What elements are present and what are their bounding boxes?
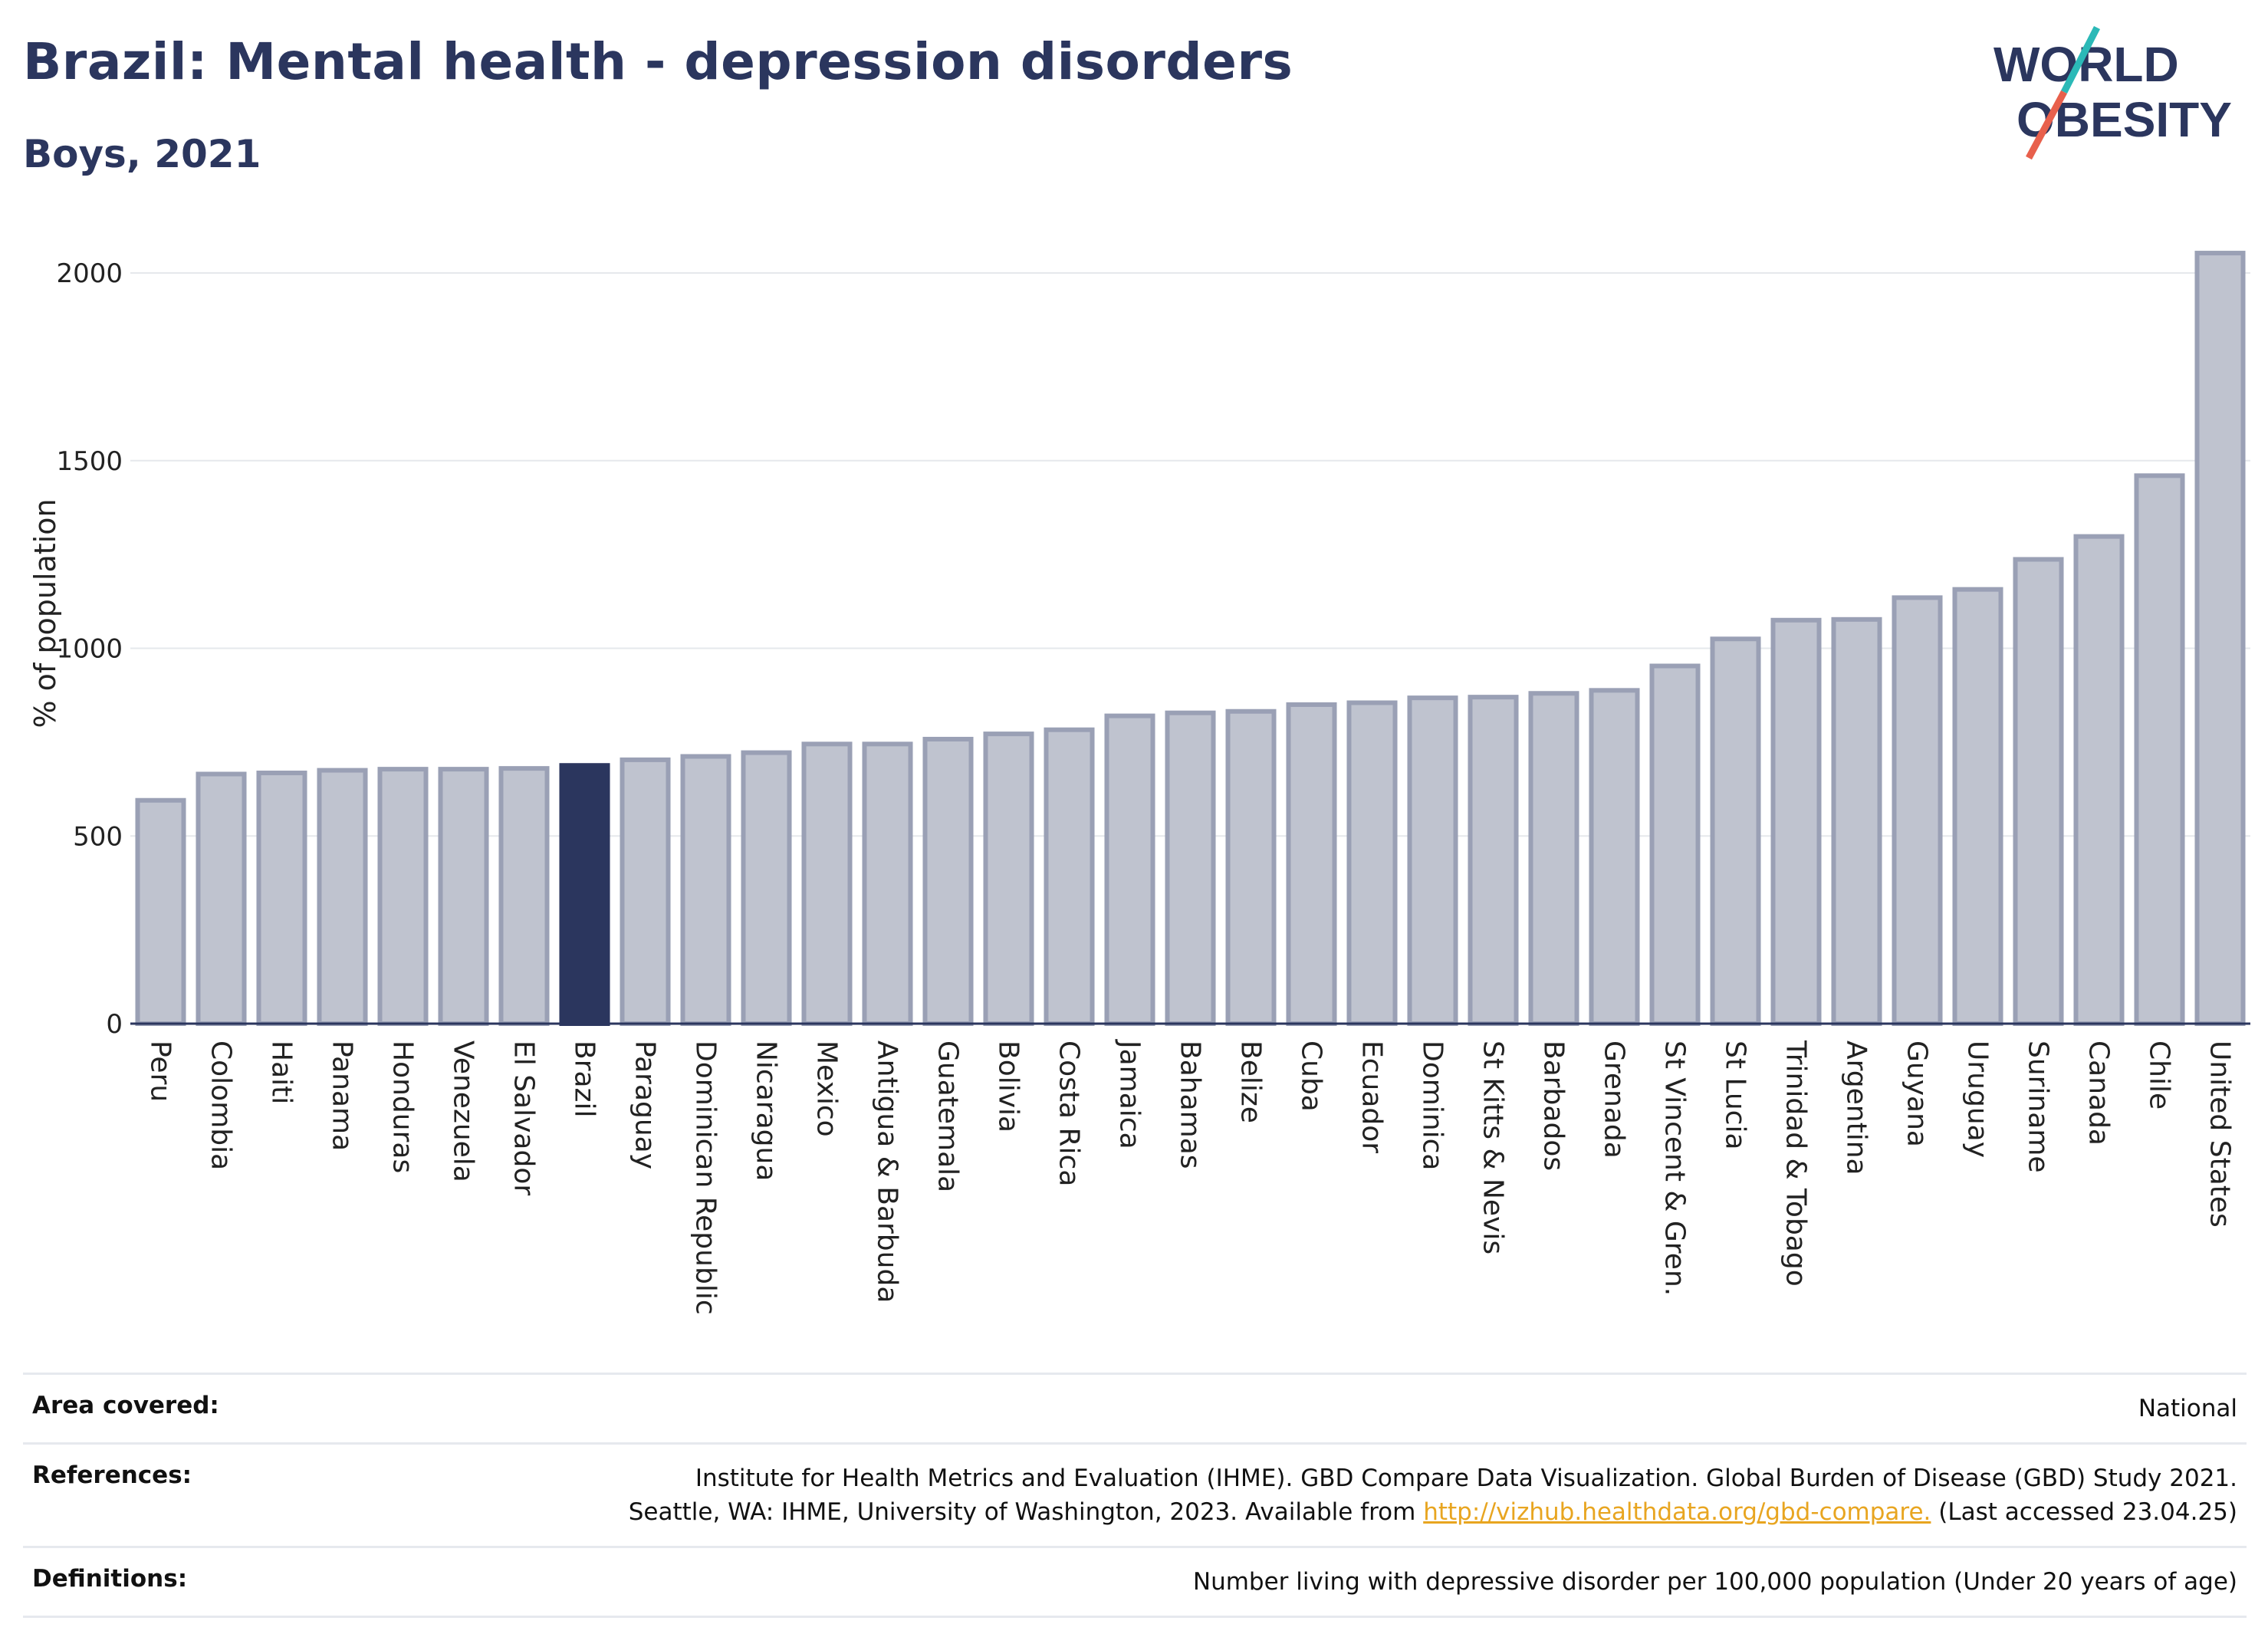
bar: [862, 741, 913, 1026]
bar: [438, 767, 489, 1027]
y-tick-label: 1500: [56, 446, 123, 477]
bar-chart: 0 500 1000 1500 2000 % of population Peru Colom…: [28, 251, 2250, 1315]
x-tick-label: El Salvador: [508, 1041, 540, 1195]
x-tick-label: Ecuador: [1356, 1041, 1388, 1153]
page-subtitle: Boys, 2021: [23, 132, 261, 176]
x-tick-label: St Vincent & Gren.: [1659, 1041, 1691, 1296]
x-tick-label: Bahamas: [1175, 1041, 1206, 1169]
references-line2-pre: Seattle, WA: IHME, University of Washing…: [628, 1498, 1424, 1526]
x-tick-label: Suriname: [2023, 1041, 2054, 1173]
bar: [2073, 534, 2125, 1026]
x-tick-label: Bolivia: [993, 1041, 1024, 1133]
bar: [196, 771, 247, 1026]
x-tick-label: Cuba: [1296, 1041, 1327, 1112]
area-value: National: [2138, 1395, 2237, 1422]
bar: [922, 736, 974, 1026]
x-tick-label: Costa Rica: [1053, 1041, 1085, 1186]
x-tick-label: Guatemala: [932, 1041, 964, 1192]
x-tick-label: St Lucia: [1720, 1041, 1751, 1150]
x-tick-label: Panama: [327, 1041, 358, 1151]
x-tick-label: Chile: [2144, 1041, 2175, 1110]
bar: [1104, 713, 1155, 1026]
references-link[interactable]: http://vizhub.healthdata.org/gbd-compare…: [1423, 1498, 1931, 1526]
bar: [2194, 251, 2246, 1026]
bar: [1589, 688, 1640, 1026]
x-tick-label: Uruguay: [1962, 1041, 1994, 1158]
bar: [801, 741, 853, 1026]
bar: [1286, 702, 1337, 1026]
bar: [1710, 636, 1761, 1026]
y-tick-label: 0: [106, 1009, 123, 1040]
bar: [1407, 695, 1458, 1026]
bar: [620, 757, 671, 1026]
x-tick-label: Mexico: [811, 1041, 843, 1137]
bar: [2134, 473, 2185, 1026]
x-tick-label: Venezuela: [448, 1041, 479, 1182]
bar: [317, 768, 368, 1027]
x-tick-label: Nicaragua: [751, 1041, 782, 1181]
bar: [1165, 710, 1216, 1026]
bar: [1649, 663, 1701, 1026]
bar: [1892, 595, 1943, 1026]
y-tick-label: 1000: [56, 634, 123, 665]
bar: [1528, 691, 1579, 1026]
bar: [377, 767, 429, 1027]
bar: [256, 771, 307, 1026]
x-tick-label: Peru: [145, 1041, 176, 1102]
area-label: Area covered:: [32, 1392, 219, 1419]
bar: [1831, 616, 1882, 1026]
references-line2-post: (Last accessed 23.04.25): [1931, 1498, 2237, 1526]
bar: [680, 754, 731, 1026]
x-tick-label: Trinidad & Tobago: [1780, 1040, 1812, 1287]
info-row-definitions: Definitions: Number living with depressi…: [23, 1546, 2247, 1618]
x-tick-label: Brazil: [569, 1041, 600, 1117]
info-row-references: References: Institute for Health Metrics…: [23, 1442, 2247, 1546]
world-obesity-logo: WORLD OBESITY: [1994, 25, 2232, 160]
x-tick-label: Antigua & Barbuda: [872, 1041, 903, 1303]
bar: [498, 766, 550, 1026]
references-line1: Institute for Health Metrics and Evaluat…: [695, 1465, 2237, 1492]
bar: [135, 797, 186, 1027]
page-title: Brazil: Mental health - depression disor…: [23, 32, 1293, 91]
references-label: References:: [32, 1461, 192, 1489]
x-tick-label: Colombia: [205, 1041, 237, 1170]
x-tick-label: United States: [2204, 1041, 2236, 1228]
x-tick-label: Belize: [1235, 1041, 1267, 1123]
x-tick-label: Jamaica: [1114, 1039, 1146, 1149]
y-tick-label: 2000: [56, 258, 123, 289]
bar: [1346, 700, 1398, 1026]
y-tick-label: 500: [73, 821, 123, 852]
bar: [559, 763, 610, 1026]
x-tick-label: Dominican Republic: [690, 1041, 721, 1315]
x-tick-label: Barbados: [1538, 1041, 1570, 1171]
y-axis-label: % of population: [28, 498, 62, 728]
x-tick-label: Dominica: [1417, 1041, 1448, 1171]
x-tick-label: Canada: [2083, 1041, 2115, 1146]
x-tick-label: St Kitts & Nevis: [1477, 1041, 1509, 1254]
definitions-label: Definitions:: [32, 1565, 188, 1593]
logo-slash-red: [2026, 90, 2067, 160]
x-tick-label: Argentina: [1841, 1041, 1872, 1175]
bar: [2013, 557, 2064, 1026]
bar: [1770, 617, 1822, 1026]
info-table: Area covered: National References: Insti…: [23, 1373, 2247, 1618]
bar: [983, 732, 1034, 1027]
references-value: Institute for Health Metrics and Evaluat…: [629, 1461, 2237, 1529]
bar: [741, 750, 792, 1026]
info-row-area: Area covered: National: [23, 1373, 2247, 1442]
bar: [1225, 709, 1277, 1027]
bar: [1952, 587, 2003, 1026]
x-tick-label: Guyana: [1902, 1041, 1933, 1147]
x-tick-label: Grenada: [1599, 1041, 1630, 1159]
bar: [1468, 695, 1519, 1026]
x-tick-label: Haiti: [266, 1041, 297, 1104]
bar: [1044, 727, 1095, 1026]
logo-slash-teal: [2060, 25, 2101, 94]
x-tick-label: Honduras: [387, 1041, 419, 1173]
x-tick-label: Paraguay: [629, 1041, 661, 1169]
definitions-value: Number living with depressive disorder p…: [1192, 1568, 2237, 1596]
